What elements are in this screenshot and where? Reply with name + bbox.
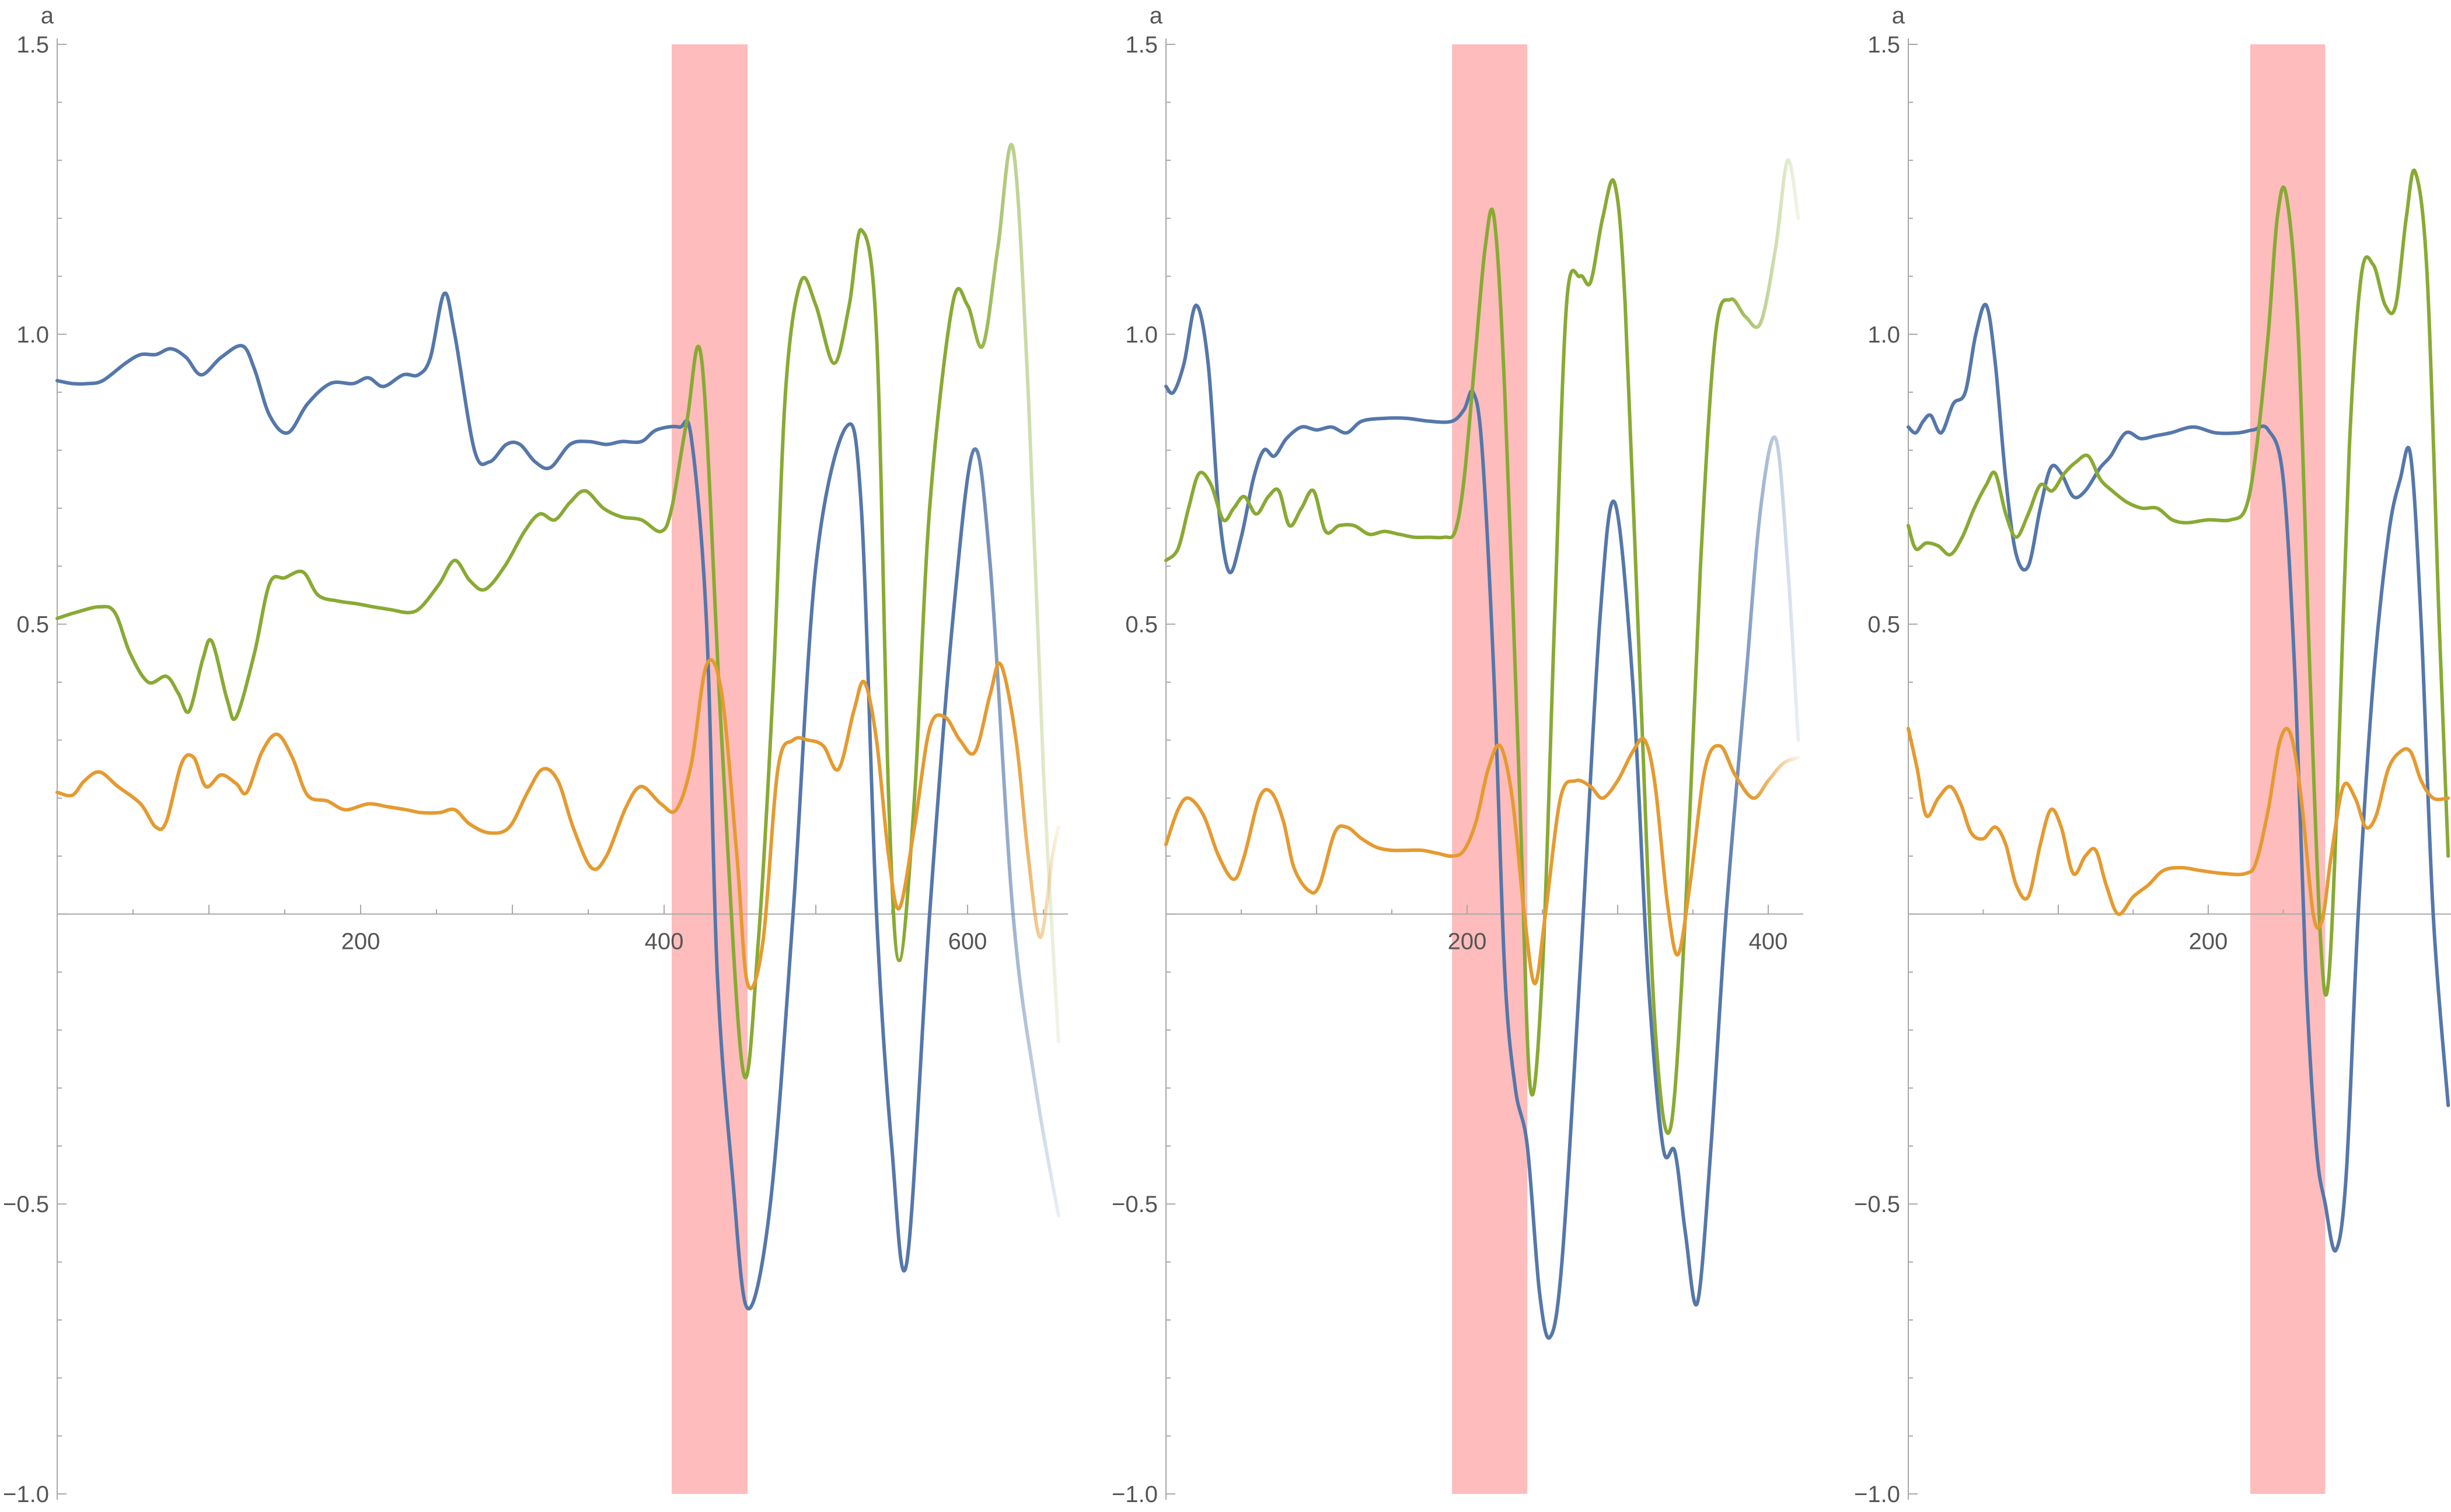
y-tick-label: 1.5 [1867,32,1900,58]
chart-panel-2: −1.0 −0.5 0.5 1.0 1.5 200 400 a [1112,3,1803,1507]
series-line-series_a [55,291,1060,1311]
y-tick-label: 1.0 [1125,322,1158,348]
series-line-series_a [1907,302,2450,1253]
series-line-series_a [1164,303,1800,1340]
y-axis-label: a [1150,3,1163,29]
series-line-series_b [1164,158,1800,1135]
y-tick-label: 1.5 [1125,32,1158,58]
series-line-series_c [1907,727,2450,930]
x-tick-label: 200 [341,928,380,954]
y-tick-label: −1.0 [3,1482,49,1507]
y-tick-label: −0.5 [3,1192,49,1217]
x-tick-label: 400 [645,928,684,954]
x-tick-label: 400 [1749,928,1788,954]
y-axis-label: a [41,3,54,29]
y-tick-label: 1.0 [1867,322,1900,348]
y-tick-label: −0.5 [1854,1192,1900,1217]
series-line-series_b [55,142,1060,1080]
y-tick-label: 1.5 [16,32,49,58]
y-tick-label: 0.5 [16,612,49,638]
y-tick-label: −1.0 [1854,1482,1900,1507]
x-tick-label: 200 [2189,928,2228,954]
chart-panel-3: −1.0 −0.5 0.5 1.0 1.5 200 a [1854,3,2451,1507]
series-line-series_c [1164,736,1800,986]
y-axis-label: a [1892,3,1905,29]
x-tick-label: 600 [948,928,987,954]
y-tick-label: 0.5 [1125,612,1158,638]
y-tick-label: 0.5 [1867,612,1900,638]
y-tick-label: 1.0 [16,322,49,348]
y-tick-label: −0.5 [1112,1192,1158,1217]
y-tick-label: −1.0 [1112,1482,1158,1507]
chart-panel-1: −1.0 −0.5 0.5 1.0 1.5 200 400 600 a [3,3,1068,1507]
series-line-series_b [1907,168,2450,997]
x-tick-label: 200 [1448,928,1487,954]
series-line-series_c [55,658,1060,990]
